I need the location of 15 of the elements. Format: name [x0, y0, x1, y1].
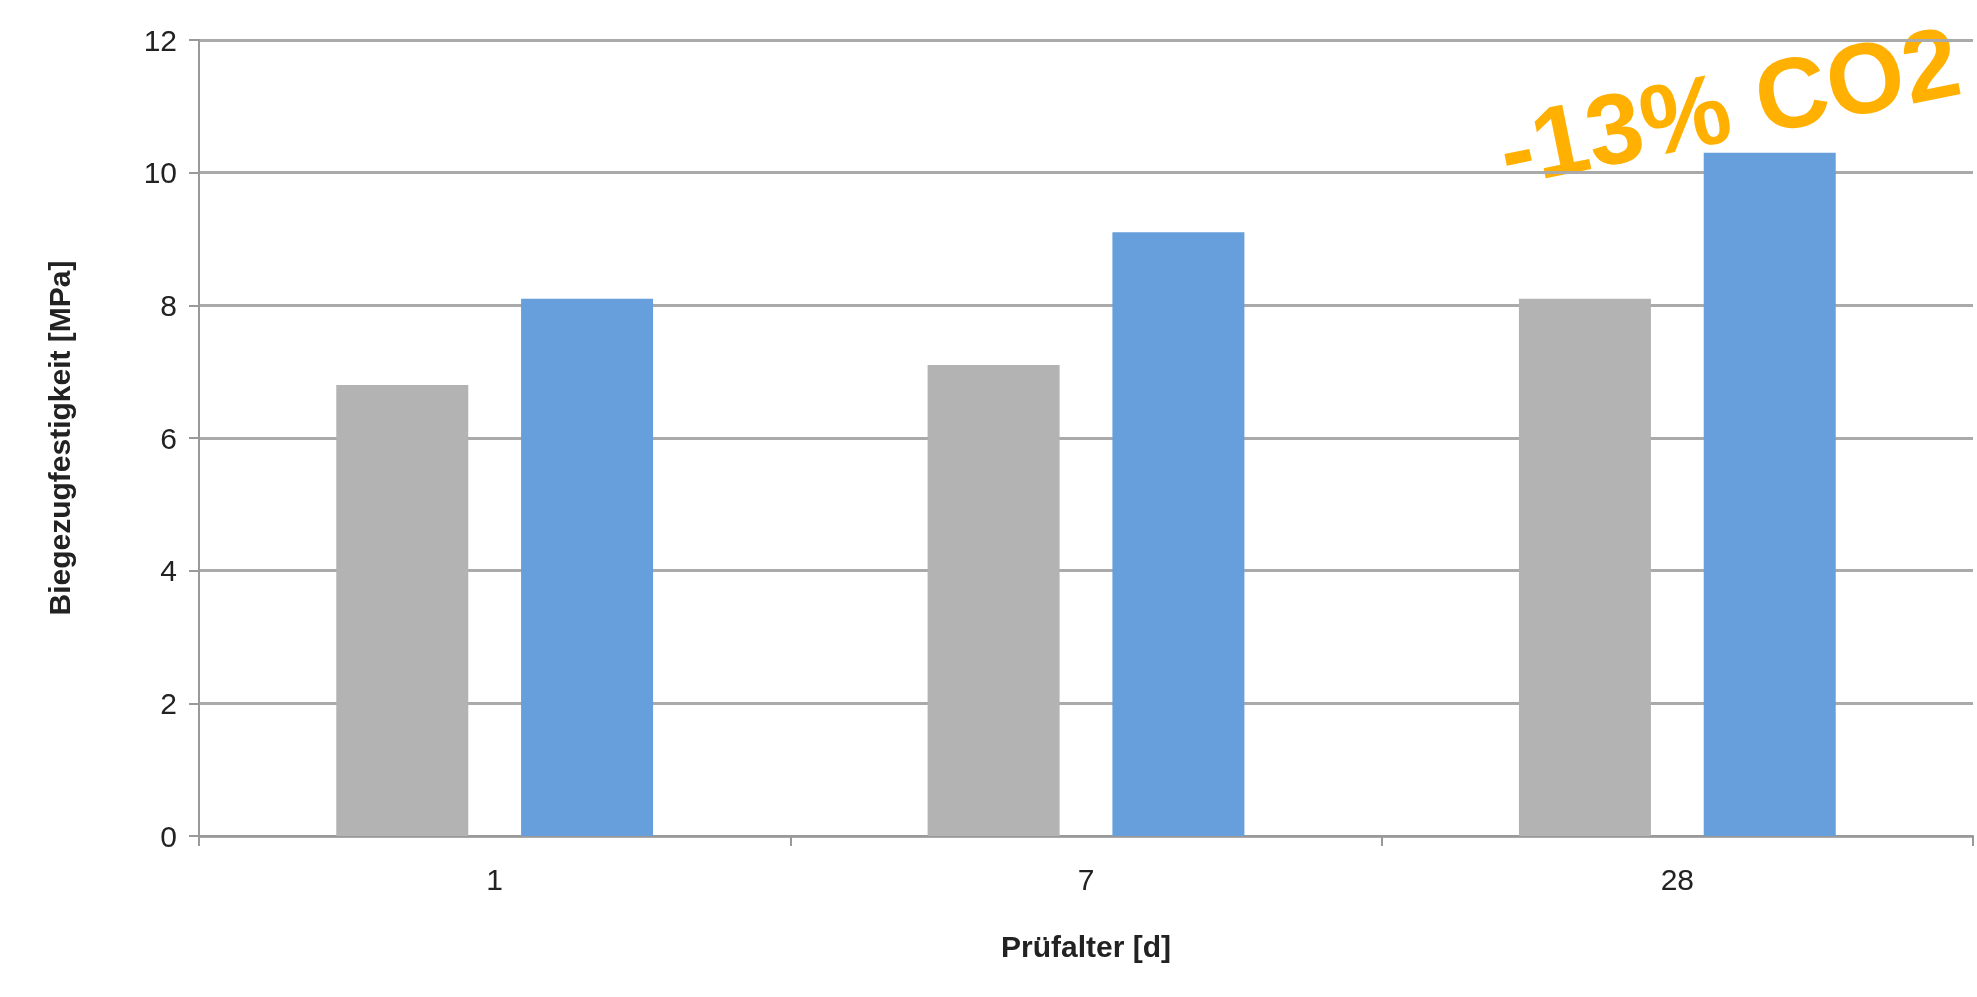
- y-tick-label: 0: [160, 819, 177, 853]
- y-tick-label: 6: [160, 421, 177, 455]
- y-tick-label: 4: [160, 554, 177, 588]
- bar: [521, 298, 654, 836]
- y-tick-label: 10: [143, 156, 177, 190]
- bar: [1112, 232, 1245, 836]
- annotation: -13% CO2: [1488, 3, 1969, 207]
- y-tick-label: 2: [160, 686, 177, 720]
- y-tick-label: 12: [143, 23, 177, 57]
- y-axis-title: Biegezugfestigkeit [MPa]: [42, 260, 76, 616]
- x-tick-label: 1: [486, 862, 504, 896]
- x-tick-label: 28: [1660, 862, 1695, 896]
- x-tick-label: 7: [1077, 862, 1095, 896]
- y-tick-label: 8: [160, 288, 177, 322]
- x-axis-title: Prüfalter [d]: [1000, 929, 1172, 963]
